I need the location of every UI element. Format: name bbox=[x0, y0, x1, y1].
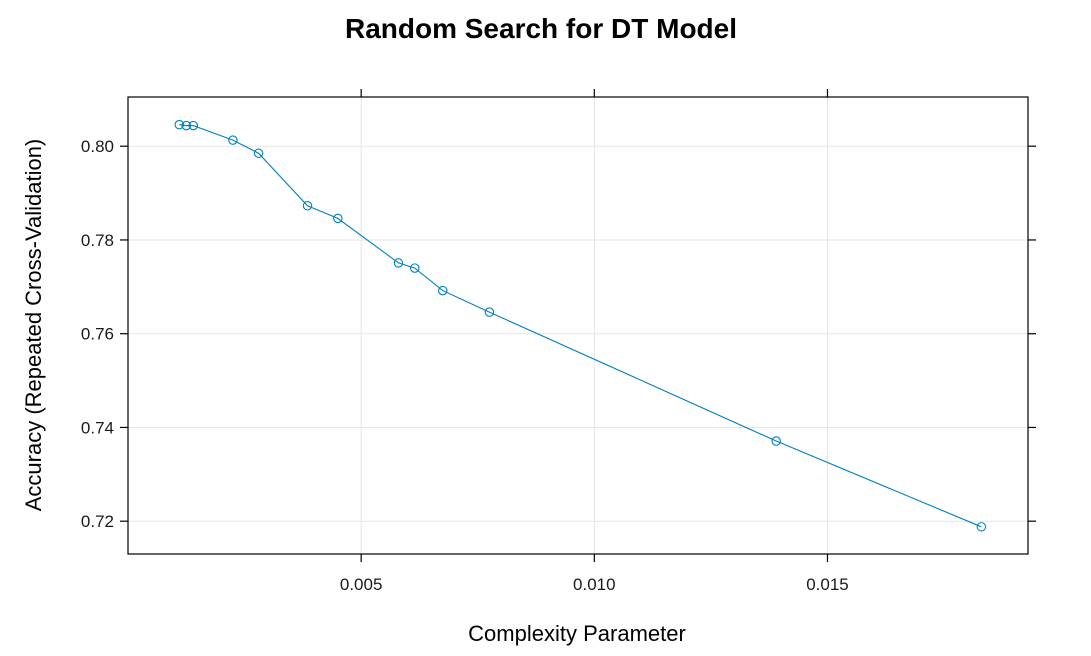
data-point bbox=[188, 120, 199, 131]
data-point bbox=[410, 263, 420, 273]
data-point bbox=[393, 258, 404, 268]
x-axis-label: Complexity Parameter bbox=[468, 621, 686, 646]
data-point bbox=[484, 307, 495, 317]
y-tick-label: 0.80 bbox=[81, 137, 114, 156]
data-point bbox=[253, 148, 264, 158]
y-tick-label: 0.72 bbox=[81, 512, 114, 531]
data-point bbox=[771, 436, 781, 446]
chart-title: Random Search for DT Model bbox=[345, 13, 737, 44]
series-line bbox=[179, 124, 982, 528]
data-point bbox=[174, 119, 185, 130]
y-tick-label: 0.74 bbox=[81, 418, 114, 437]
y-axis-label: Accuracy (Repeated Cross-Validation) bbox=[21, 139, 46, 512]
y-tick-label: 0.78 bbox=[81, 231, 114, 250]
plot-frame bbox=[127, 96, 1029, 555]
x-axis-ticks bbox=[360, 89, 829, 562]
x-tick-label: 0.005 bbox=[340, 575, 383, 594]
x-axis-tick-labels: 0.005 0.010 0.015 bbox=[340, 575, 849, 594]
data-point bbox=[333, 213, 343, 224]
data-point bbox=[302, 200, 313, 211]
grid bbox=[128, 97, 1028, 554]
x-tick-label: 0.015 bbox=[806, 575, 849, 594]
y-axis-ticks bbox=[120, 145, 1036, 522]
series-layer bbox=[174, 119, 987, 532]
y-tick-label: 0.76 bbox=[81, 325, 114, 344]
data-point bbox=[228, 135, 238, 145]
data-point bbox=[438, 285, 448, 296]
x-tick-label: 0.010 bbox=[573, 575, 616, 594]
data-point bbox=[976, 522, 987, 532]
y-axis-tick-labels: 0.72 0.74 0.76 0.78 0.80 bbox=[81, 137, 114, 531]
data-point bbox=[181, 120, 192, 131]
